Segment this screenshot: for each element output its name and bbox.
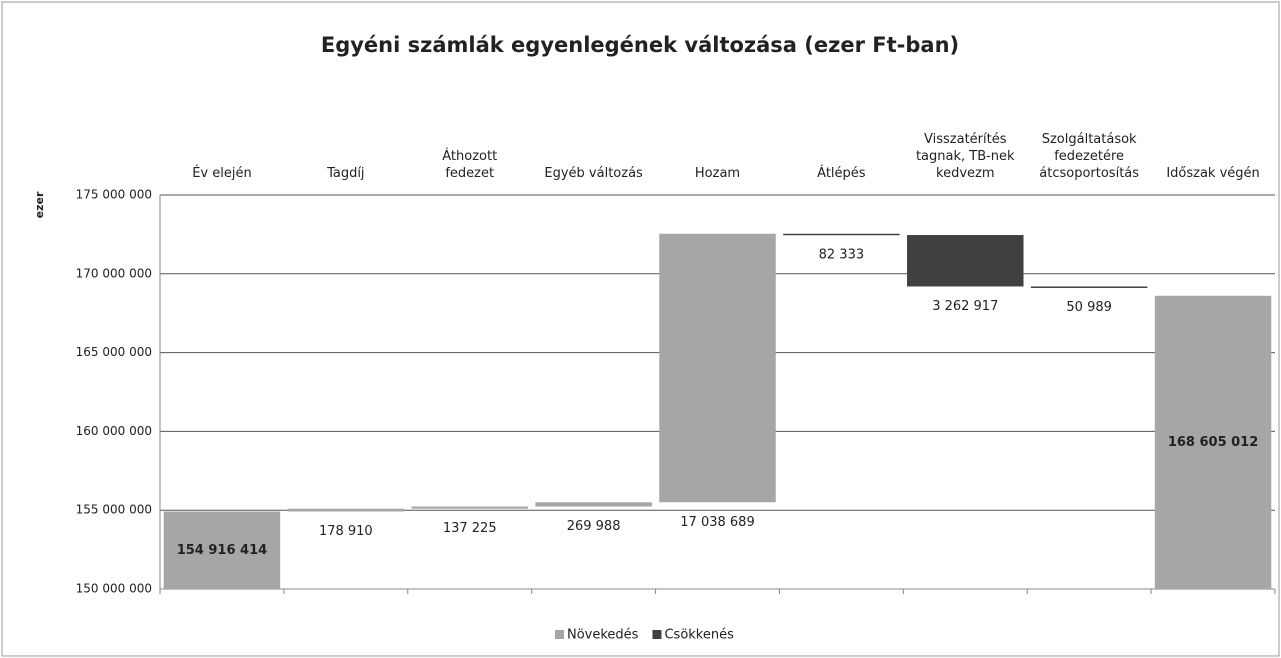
bar bbox=[287, 508, 405, 512]
bar bbox=[411, 506, 528, 509]
data-label: 50 989 bbox=[1066, 300, 1112, 315]
y-tick-label: 170 000 000 bbox=[76, 266, 152, 280]
data-label: 17 038 689 bbox=[680, 515, 754, 530]
legend-label: Növekedés bbox=[567, 628, 639, 643]
data-label: 82 333 bbox=[819, 248, 865, 263]
category-label: Év elején bbox=[192, 166, 252, 181]
bar bbox=[659, 233, 776, 503]
category-label: Szolgáltatások fedezetére átcsoportosítá… bbox=[1039, 132, 1140, 181]
y-tick-label: 155 000 000 bbox=[76, 503, 152, 517]
category-label: Visszatérítés tagnak, TB-nek kedvezm bbox=[915, 132, 1015, 181]
bar bbox=[1154, 295, 1272, 589]
legend-swatch bbox=[652, 630, 662, 639]
data-label: 3 262 917 bbox=[932, 299, 998, 314]
y-axis-label: ezer bbox=[33, 191, 46, 218]
category-label: Hozam bbox=[694, 166, 741, 181]
legend-swatch bbox=[555, 630, 564, 639]
bar bbox=[1030, 286, 1148, 288]
data-label: 154 916 414 bbox=[177, 543, 267, 558]
category-label: Tagdíj bbox=[327, 166, 365, 181]
legend-label: Csökkenés bbox=[664, 628, 734, 643]
data-label: 178 910 bbox=[319, 524, 373, 539]
bar bbox=[163, 511, 281, 589]
bar bbox=[535, 502, 652, 507]
bar bbox=[907, 235, 1024, 287]
category-label: Egyéb változás bbox=[544, 166, 643, 181]
category-label: Időszak végén bbox=[1166, 166, 1260, 181]
data-label: 137 225 bbox=[443, 521, 497, 536]
category-label: Áthozott fedezet bbox=[442, 149, 498, 181]
y-tick-label: 150 000 000 bbox=[76, 582, 152, 596]
y-tick-label: 165 000 000 bbox=[76, 345, 152, 359]
y-tick-label: 175 000 000 bbox=[76, 188, 152, 202]
category-label: Átlépés bbox=[817, 166, 866, 181]
chart-title: Egyéni számlák egyenlegének változása (e… bbox=[321, 33, 959, 57]
data-label: 168 605 012 bbox=[1168, 435, 1258, 450]
bar bbox=[783, 233, 900, 236]
y-tick-label: 160 000 000 bbox=[76, 424, 152, 438]
data-label: 269 988 bbox=[567, 519, 621, 534]
